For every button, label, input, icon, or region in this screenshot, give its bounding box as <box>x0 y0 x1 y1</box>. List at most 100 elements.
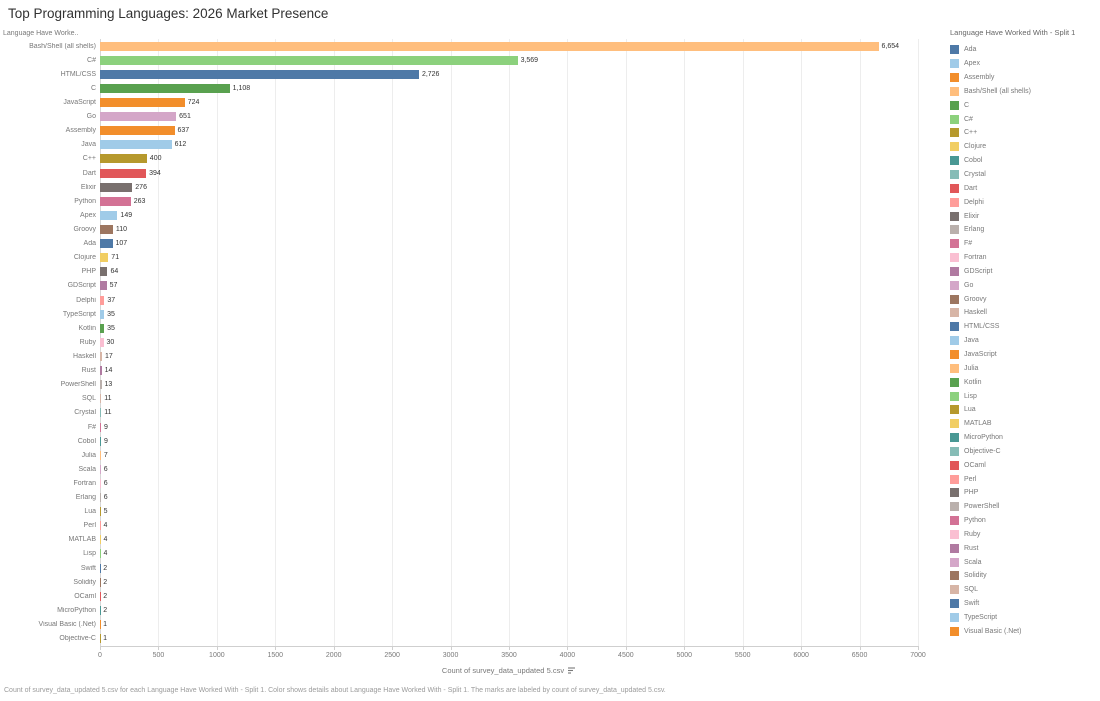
legend-item[interactable]: Java <box>950 334 1098 348</box>
category-label[interactable]: Rust <box>81 367 96 375</box>
category-label[interactable]: Groovy <box>73 225 96 233</box>
category-label[interactable]: PHP <box>81 268 96 276</box>
category-label[interactable]: F# <box>87 423 96 431</box>
legend-item[interactable]: Cobol <box>950 154 1098 168</box>
legend-item[interactable]: MATLAB <box>950 417 1098 431</box>
legend-item[interactable]: C# <box>950 112 1098 126</box>
category-label[interactable]: Perl <box>83 522 96 530</box>
bar[interactable] <box>100 55 518 65</box>
category-label[interactable]: Ada <box>83 240 96 248</box>
bar[interactable] <box>100 450 101 460</box>
legend-item[interactable]: HTML/CSS <box>950 320 1098 334</box>
bar[interactable] <box>100 337 104 347</box>
bar[interactable] <box>100 281 107 291</box>
legend-item[interactable]: Fortran <box>950 251 1098 265</box>
legend-item[interactable]: Swift <box>950 597 1098 611</box>
legend-item[interactable]: Visual Basic (.Net) <box>950 624 1098 638</box>
bar[interactable] <box>100 323 105 333</box>
legend-item[interactable]: Julia <box>950 361 1098 375</box>
bar[interactable] <box>100 309 105 319</box>
legend-item[interactable]: JavaScript <box>950 348 1098 362</box>
legend-item[interactable]: SQL <box>950 583 1098 597</box>
bar[interactable] <box>100 422 102 432</box>
bar[interactable] <box>100 126 175 136</box>
bar[interactable] <box>100 154 147 164</box>
bar[interactable] <box>100 83 230 93</box>
bar[interactable] <box>100 267 108 277</box>
legend-item[interactable]: Lisp <box>950 389 1098 403</box>
bar[interactable] <box>100 140 172 150</box>
bar[interactable] <box>100 41 879 51</box>
bar[interactable] <box>100 112 177 122</box>
category-label[interactable]: Apex <box>80 211 96 219</box>
category-label[interactable]: Ruby <box>79 338 96 346</box>
category-label[interactable]: TypeScript <box>62 310 96 318</box>
legend-item[interactable]: Go <box>950 278 1098 292</box>
category-label[interactable]: SQL <box>81 395 96 403</box>
legend-item[interactable]: Bash/Shell (all shells) <box>950 85 1098 99</box>
bar[interactable] <box>100 182 133 192</box>
legend-item[interactable]: Erlang <box>950 223 1098 237</box>
legend-item[interactable]: Scala <box>950 555 1098 569</box>
category-label[interactable]: Cobol <box>77 437 96 445</box>
category-label[interactable]: Visual Basic (.Net) <box>38 621 96 629</box>
category-label[interactable]: C <box>90 84 96 92</box>
legend-item[interactable]: C++ <box>950 126 1098 140</box>
category-label[interactable]: HTML/CSS <box>60 70 96 78</box>
legend-item[interactable]: Clojure <box>950 140 1098 154</box>
bar[interactable] <box>100 239 113 249</box>
category-label[interactable]: Lua <box>84 508 96 516</box>
category-label[interactable]: GDScript <box>67 282 96 290</box>
bar[interactable] <box>100 69 419 79</box>
legend-item[interactable]: Objective-C <box>950 444 1098 458</box>
legend-item[interactable]: Python <box>950 514 1098 528</box>
bar[interactable] <box>100 253 109 263</box>
bar[interactable] <box>100 210 118 220</box>
category-label[interactable]: Elixir <box>80 183 96 191</box>
legend-item[interactable]: Apex <box>950 57 1098 71</box>
category-label[interactable]: PowerShell <box>60 381 96 389</box>
category-label[interactable]: Lisp <box>83 550 96 558</box>
legend-item[interactable]: Solidity <box>950 569 1098 583</box>
legend-item[interactable]: Groovy <box>950 292 1098 306</box>
bar[interactable] <box>100 507 101 517</box>
category-label[interactable]: Delphi <box>76 296 96 304</box>
category-label[interactable]: Java <box>81 141 96 149</box>
legend-item[interactable]: PHP <box>950 486 1098 500</box>
category-label[interactable]: MicroPython <box>57 606 96 614</box>
legend-item[interactable]: OCaml <box>950 458 1098 472</box>
category-label[interactable]: Fortran <box>73 479 96 487</box>
legend-item[interactable]: PowerShell <box>950 500 1098 514</box>
category-label[interactable]: Julia <box>81 451 96 459</box>
legend-item[interactable]: Ada <box>950 43 1098 57</box>
legend-item[interactable]: TypeScript <box>950 611 1098 625</box>
legend-item[interactable]: Dart <box>950 181 1098 195</box>
category-label[interactable]: Kotlin <box>78 324 96 332</box>
category-label[interactable]: Erlang <box>75 494 96 502</box>
sort-descending-icon[interactable] <box>567 666 576 675</box>
bar[interactable] <box>100 478 101 488</box>
category-label[interactable]: Crystal <box>74 409 96 417</box>
category-label[interactable]: Clojure <box>73 254 96 262</box>
category-label[interactable]: C++ <box>82 155 96 163</box>
category-label[interactable]: Python <box>74 197 96 205</box>
legend-item[interactable]: Haskell <box>950 306 1098 320</box>
category-label[interactable]: Swift <box>80 564 96 572</box>
bar[interactable] <box>100 436 102 446</box>
category-label[interactable]: JavaScript <box>63 98 96 106</box>
bar[interactable] <box>100 196 131 206</box>
legend-item[interactable]: Perl <box>950 472 1098 486</box>
legend-item[interactable]: Delphi <box>950 195 1098 209</box>
category-label[interactable]: OCaml <box>74 592 96 600</box>
category-label[interactable]: C# <box>87 56 96 64</box>
bar[interactable] <box>100 224 113 234</box>
bar[interactable] <box>100 295 105 305</box>
category-label[interactable]: Solidity <box>73 578 96 586</box>
legend-item[interactable]: GDScript <box>950 265 1098 279</box>
category-label[interactable]: MATLAB <box>68 536 97 544</box>
legend-item[interactable]: Lua <box>950 403 1098 417</box>
legend-item[interactable]: F# <box>950 237 1098 251</box>
legend-item[interactable]: Assembly <box>950 71 1098 85</box>
bar[interactable] <box>100 464 101 474</box>
bar[interactable] <box>100 97 185 107</box>
